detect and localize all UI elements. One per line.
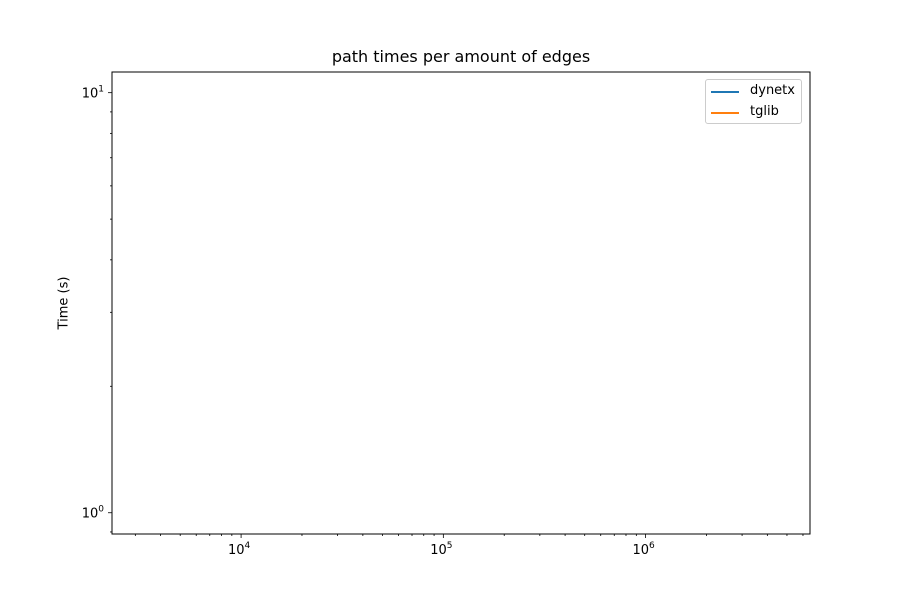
legend-swatch-tglib [711, 112, 739, 114]
legend-swatch-dynetx [711, 91, 739, 93]
x-tick-label: 106 [632, 541, 655, 558]
x-tick-label: 105 [430, 541, 452, 558]
legend: dynetx tglib [705, 79, 802, 124]
x-axis: 104 105 106 [134, 534, 804, 558]
plot-area [111, 71, 811, 535]
legend-item-tglib: tglib [706, 103, 801, 123]
legend-label-tglib: tglib [750, 104, 779, 119]
x-tick-label: 104 [228, 541, 251, 558]
y-axis-label: Time (s) [56, 276, 72, 330]
legend-label-dynetx: dynetx [750, 83, 795, 98]
chart-title: path times per amount of edges [331, 47, 591, 66]
y-tick-label: 100 [82, 505, 105, 522]
legend-item-dynetx: dynetx [706, 82, 801, 102]
y-axis: 100 101 [82, 85, 112, 533]
y-tick-label: 101 [82, 85, 104, 102]
